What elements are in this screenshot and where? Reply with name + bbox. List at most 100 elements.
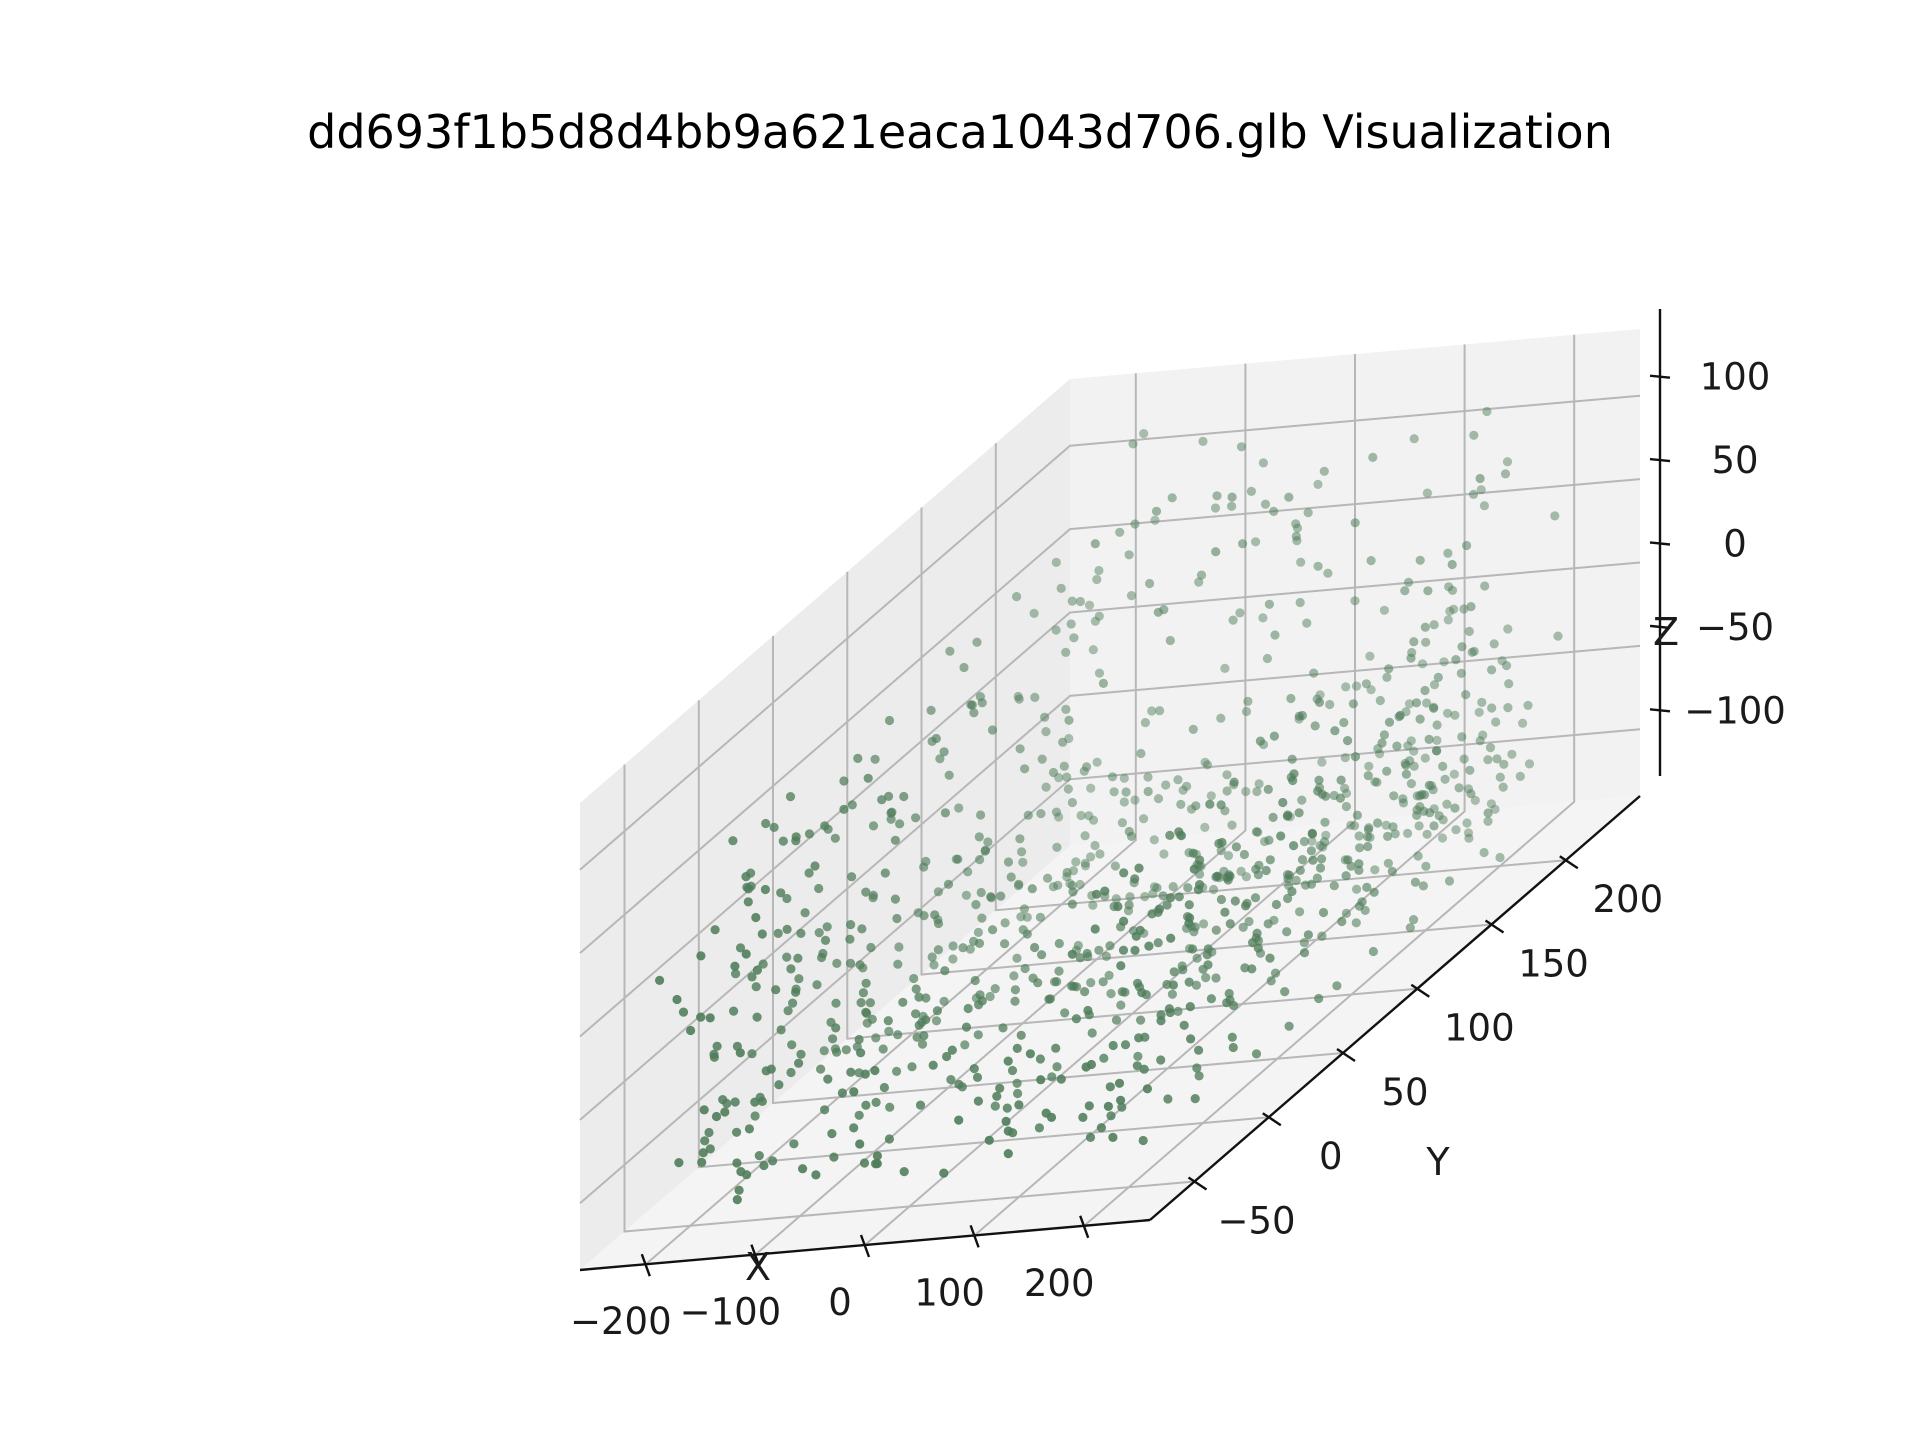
- data-point: [1115, 527, 1125, 537]
- data-point: [1116, 1095, 1126, 1105]
- data-point: [1485, 743, 1496, 753]
- data-point: [1168, 980, 1178, 990]
- data-point: [1086, 852, 1096, 862]
- data-point: [1291, 519, 1301, 529]
- gridline-x: [754, 363, 1247, 1256]
- data-point: [837, 1088, 848, 1098]
- data-point: [1283, 874, 1293, 884]
- data-point: [1035, 1054, 1045, 1064]
- data-point: [953, 854, 963, 864]
- data-point: [1010, 985, 1021, 995]
- data-point: [1225, 995, 1235, 1005]
- data-point: [1368, 946, 1378, 957]
- data-point: [1136, 1015, 1146, 1025]
- data-point: [1258, 613, 1268, 623]
- data-point: [1188, 944, 1198, 954]
- data-point: [757, 1096, 767, 1106]
- data-point: [810, 861, 820, 871]
- data-point: [1370, 865, 1380, 875]
- data-point: [1003, 1126, 1013, 1136]
- data-point: [1295, 907, 1305, 917]
- data-point: [1111, 1015, 1122, 1025]
- data-point: [1094, 565, 1104, 576]
- data-point: [1479, 501, 1489, 511]
- data-point: [877, 795, 887, 805]
- data-point: [845, 934, 855, 944]
- data-point: [1217, 837, 1227, 848]
- data-point: [1392, 741, 1402, 751]
- data-point: [988, 925, 998, 935]
- data-point: [1116, 961, 1126, 971]
- data-point: [1306, 879, 1317, 889]
- data-point: [914, 1020, 924, 1030]
- data-point: [1336, 775, 1346, 785]
- data-point: [678, 1007, 689, 1017]
- data-point: [1227, 501, 1237, 511]
- x-axis-label: X: [745, 1245, 771, 1289]
- data-point: [1449, 604, 1459, 614]
- data-point: [1409, 746, 1419, 756]
- data-point: [1195, 880, 1205, 890]
- data-point: [1000, 918, 1010, 928]
- data-point: [1098, 678, 1108, 689]
- data-point: [1236, 442, 1247, 452]
- data-point: [1216, 894, 1226, 905]
- data-point: [1030, 692, 1040, 703]
- data-point: [1061, 647, 1071, 658]
- data-point: [1131, 931, 1141, 941]
- data-point: [868, 890, 879, 900]
- data-point: [1043, 873, 1053, 883]
- data-point: [1092, 757, 1102, 767]
- data-point: [954, 803, 964, 813]
- data-point: [787, 1040, 797, 1050]
- data-point: [958, 943, 968, 953]
- data-point: [747, 972, 757, 982]
- data-point: [1019, 904, 1029, 914]
- data-point: [1553, 631, 1563, 641]
- data-point: [1255, 736, 1265, 746]
- x-tick: [969, 1224, 980, 1248]
- data-point: [1296, 557, 1306, 567]
- data-point: [1067, 981, 1077, 991]
- data-point: [919, 1031, 929, 1041]
- data-point: [811, 1170, 821, 1180]
- data-point: [776, 888, 786, 898]
- data-point: [1017, 847, 1027, 857]
- data-point: [959, 662, 969, 673]
- data-point: [914, 992, 924, 1002]
- data-point: [1098, 977, 1108, 987]
- data-point: [1099, 1053, 1109, 1063]
- data-point: [927, 952, 937, 962]
- data-point: [1078, 1112, 1088, 1122]
- data-point: [1084, 811, 1094, 821]
- data-point: [1498, 782, 1508, 792]
- data-point: [1091, 889, 1102, 899]
- data-point: [1241, 901, 1251, 911]
- data-point: [1054, 938, 1064, 949]
- data-point: [1282, 927, 1292, 937]
- data-point: [791, 832, 801, 842]
- data-point: [1073, 940, 1083, 951]
- x-tick-label: −100: [680, 1291, 782, 1334]
- y-tick-label: 0: [1319, 1135, 1343, 1178]
- data-point: [1083, 1005, 1093, 1016]
- data-point: [1550, 511, 1560, 521]
- data-point: [1297, 795, 1307, 805]
- data-point: [1341, 908, 1351, 919]
- data-point: [1047, 1072, 1057, 1082]
- data-point: [1401, 760, 1411, 770]
- data-point: [1100, 886, 1110, 896]
- data-point: [1357, 897, 1367, 907]
- data-point: [1117, 987, 1127, 997]
- data-point: [1062, 772, 1072, 782]
- data-point: [1524, 759, 1535, 769]
- data-point: [1444, 876, 1455, 886]
- data-point: [944, 770, 954, 780]
- data-point: [699, 1105, 709, 1115]
- data-point: [1264, 599, 1274, 609]
- data-point: [921, 856, 931, 867]
- data-point: [1503, 703, 1513, 713]
- data-point: [1450, 803, 1460, 813]
- data-point: [1404, 699, 1415, 709]
- data-point: [1182, 781, 1192, 791]
